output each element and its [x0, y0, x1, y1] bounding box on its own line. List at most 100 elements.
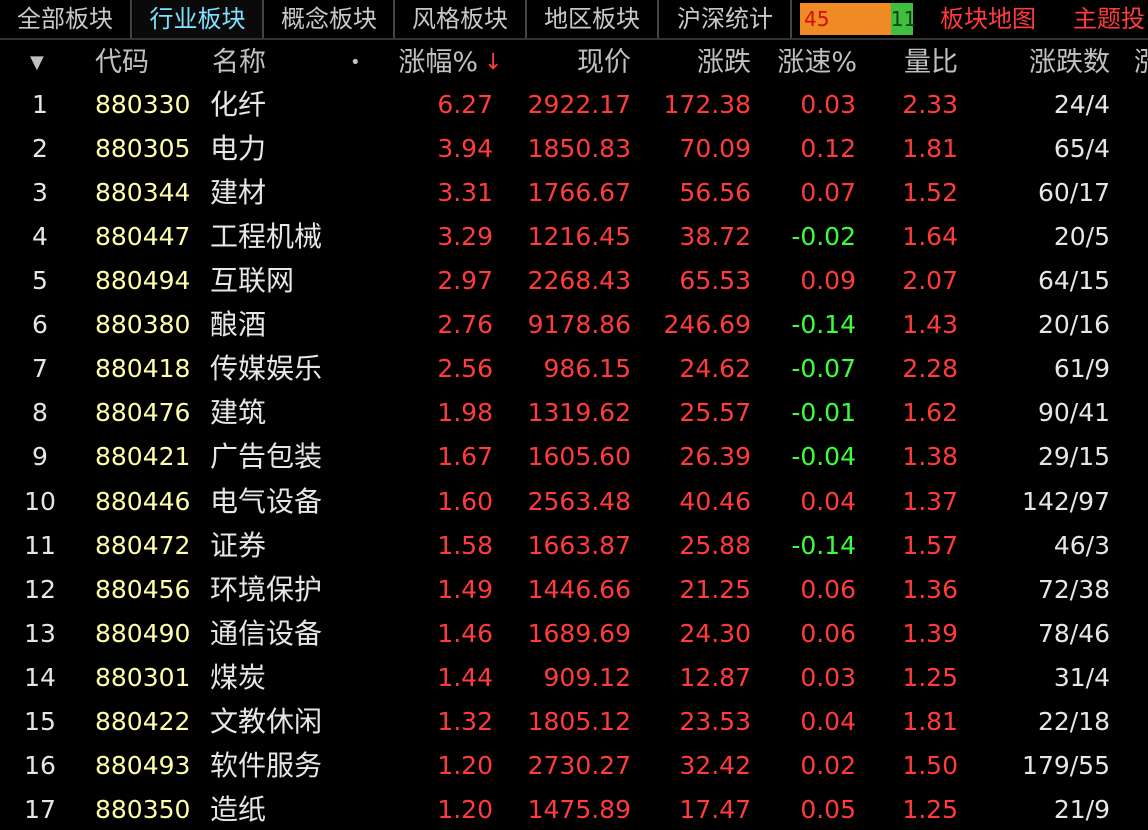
up-down-count: 61/9	[1053, 354, 1110, 384]
name: 传媒娱乐	[210, 352, 323, 386]
price: 1319.62	[527, 398, 631, 428]
code: 880421	[95, 442, 191, 472]
change: 21.25	[679, 574, 751, 604]
tab[interactable]: 行业板块	[133, 0, 264, 38]
row-index: 1	[32, 90, 48, 119]
speed: 0.05	[800, 794, 856, 824]
change-pct: 1.60	[437, 486, 493, 516]
price: 1850.83	[527, 134, 631, 164]
change: 65.53	[679, 266, 751, 296]
tab[interactable]: 沪深统计	[660, 0, 792, 38]
column-header[interactable]: 涨跌数	[1029, 47, 1110, 78]
up-down-count: 60/17	[1037, 178, 1110, 208]
change: 24.62	[679, 354, 751, 384]
row-index: 7	[32, 354, 48, 384]
price: 986.15	[543, 354, 631, 384]
volume-ratio: 1.81	[902, 134, 958, 164]
price: 1663.87	[527, 530, 631, 560]
name: 软件服务	[210, 748, 323, 782]
up-down-count: 24/4	[1053, 90, 1110, 119]
change: 40.46	[679, 486, 751, 516]
name: 酿酒	[210, 308, 267, 342]
change-pct: 2.56	[437, 354, 493, 384]
volume-ratio: 2.28	[902, 354, 958, 384]
change: 38.72	[679, 222, 751, 252]
name: 环境保护	[210, 572, 323, 606]
row-index: 14	[24, 662, 56, 692]
up-down-count: 46/3	[1053, 530, 1110, 560]
change-pct: 1.49	[437, 574, 493, 604]
name: 工程机械	[210, 220, 323, 254]
sort-icon[interactable]: ▼	[30, 52, 44, 73]
up-down-count: 179/55	[1022, 750, 1110, 780]
change: 23.53	[679, 706, 751, 736]
volume-ratio: 1.36	[902, 574, 958, 604]
price: 1805.12	[527, 706, 631, 736]
volume-ratio: 1.25	[902, 662, 958, 692]
column-header[interactable]: 涨	[1134, 47, 1148, 78]
tab[interactable]: 风格板块	[395, 0, 527, 38]
row-index: 16	[24, 750, 56, 780]
speed: 0.06	[800, 574, 856, 604]
volume-ratio: 1.25	[902, 794, 958, 824]
up-down-count: 21/9	[1053, 794, 1110, 824]
up-down-count: 64/15	[1037, 266, 1110, 296]
row-index: 15	[24, 706, 56, 736]
price: 1689.69	[527, 618, 631, 648]
speed: 0.03	[800, 662, 856, 692]
speed: -0.14	[791, 530, 856, 560]
code: 880305	[95, 134, 191, 164]
name: 电气设备	[210, 484, 323, 518]
column-header[interactable]: 名称	[212, 47, 266, 78]
divider	[0, 38, 1148, 40]
speed: -0.02	[791, 222, 856, 252]
column-header[interactable]: 涨跌	[697, 47, 751, 78]
change-pct: 1.98	[437, 398, 493, 428]
change: 246.69	[663, 310, 751, 340]
change: 32.42	[679, 750, 751, 780]
change: 17.47	[679, 794, 751, 824]
volume-ratio: 1.64	[902, 222, 958, 252]
column-header[interactable]: 现价	[577, 47, 631, 78]
change: 70.09	[679, 134, 751, 164]
speed: 0.03	[800, 90, 856, 119]
speed: -0.04	[791, 442, 856, 472]
column-header[interactable]: 涨幅%	[398, 47, 478, 78]
row-index: 9	[32, 442, 48, 472]
tab[interactable]: 概念板块	[265, 0, 395, 38]
change: 12.87	[679, 662, 751, 692]
column-header[interactable]: •	[350, 52, 361, 73]
speed: 0.04	[800, 486, 856, 516]
speed: 0.02	[800, 750, 856, 780]
change-pct: 3.29	[437, 222, 493, 252]
link[interactable]: 板块地图	[940, 5, 1036, 33]
tab[interactable]: 全部板块	[0, 0, 132, 38]
change-pct: 2.76	[437, 310, 493, 340]
change: 56.56	[679, 178, 751, 208]
code: 880490	[95, 618, 191, 648]
price: 2563.48	[527, 486, 631, 516]
name: 煤炭	[210, 660, 267, 694]
name: 造纸	[210, 792, 267, 826]
up-down-count: 20/16	[1037, 310, 1110, 340]
column-header[interactable]: 代码	[95, 47, 149, 78]
sort-arrow: ↓	[484, 50, 503, 75]
breadth-up: 45	[800, 3, 891, 35]
tab[interactable]: 地区板块	[527, 0, 659, 38]
code: 880447	[95, 222, 191, 252]
change-pct: 2.97	[437, 266, 493, 296]
column-header[interactable]: 量比	[904, 47, 958, 78]
column-header[interactable]: 涨速%	[777, 47, 857, 78]
volume-ratio: 2.07	[902, 266, 958, 296]
up-down-count: 20/5	[1053, 222, 1110, 252]
name: 建材	[210, 176, 267, 210]
up-down-count: 72/38	[1037, 574, 1110, 604]
volume-ratio: 1.39	[902, 618, 958, 648]
up-down-count: 90/41	[1037, 398, 1110, 428]
speed: -0.07	[791, 354, 856, 384]
link[interactable]: 主题投	[1073, 5, 1145, 33]
volume-ratio: 1.50	[902, 750, 958, 780]
up-down-count: 29/15	[1037, 442, 1110, 472]
code: 880330	[95, 90, 191, 119]
